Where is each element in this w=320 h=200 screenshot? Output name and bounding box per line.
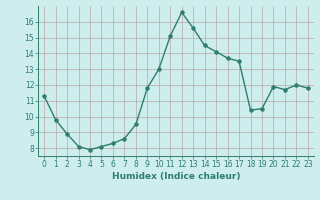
X-axis label: Humidex (Indice chaleur): Humidex (Indice chaleur)	[112, 172, 240, 181]
